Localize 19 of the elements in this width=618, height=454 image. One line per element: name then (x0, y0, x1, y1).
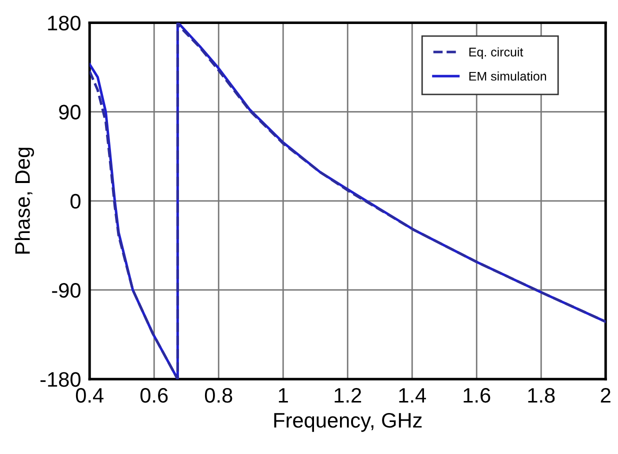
x-axis-title: Frequency, GHz (274, 412, 422, 432)
y-tick-label: 0 (70, 194, 80, 209)
x-tick-label: 1.6 (464, 388, 490, 403)
x-tick-label: 0.4 (76, 388, 104, 403)
legend-label: Eq. circuit (469, 47, 524, 59)
y-axis-title: Phase, Deg (14, 148, 34, 254)
x-tick-label: 2 (600, 388, 610, 403)
line-series (90, 22, 606, 380)
x-tick-label: 0.6 (140, 388, 168, 403)
legend-label: EM simulation (469, 71, 546, 81)
x-tick-label: 1.4 (399, 388, 426, 403)
x-tick-label: 1.2 (334, 388, 362, 403)
x-tick-label: 1 (278, 388, 288, 403)
y-tick-label: -180 (40, 372, 80, 387)
y-tick-label: 180 (48, 16, 80, 30)
x-tick-label: 1.8 (528, 388, 555, 403)
y-tick-label: -90 (52, 282, 80, 298)
x-tick-label: 0.8 (204, 388, 232, 403)
y-tick-label: 90 (59, 104, 80, 120)
